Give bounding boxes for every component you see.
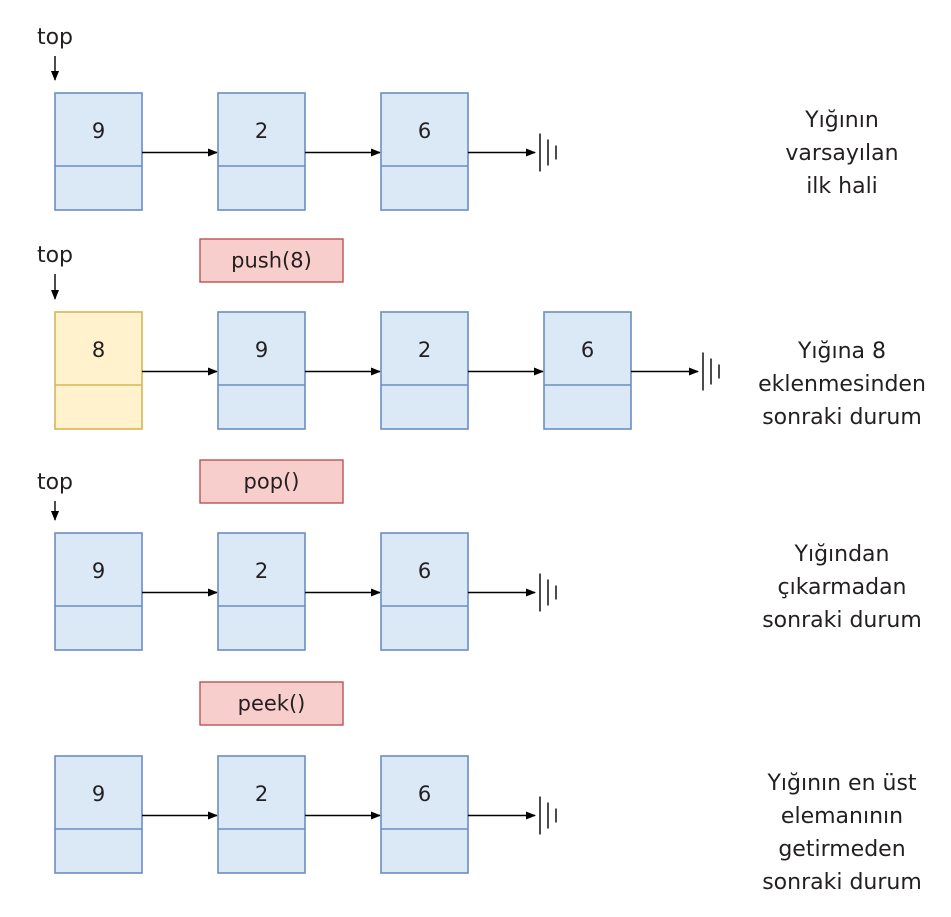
top-label: top [37, 25, 73, 50]
stack-node: 9 [54, 92, 143, 211]
node-value: 2 [255, 782, 268, 806]
node-box [54, 92, 143, 211]
stack-node: 2 [217, 92, 306, 211]
description-line: Yığının [804, 108, 879, 133]
node-value: 6 [418, 782, 431, 806]
null-ground-icon [539, 573, 557, 612]
node-box [380, 755, 469, 874]
operation-box [199, 681, 344, 726]
stack-node: 2 [217, 532, 306, 651]
node-value: 9 [255, 338, 268, 362]
node-box [54, 311, 143, 430]
stack-row-4: peek() 9 2 6 Yığının en üst elemanının getirme… [54, 681, 922, 895]
node-box [217, 532, 306, 651]
node-value: 2 [418, 338, 431, 362]
stack-node: 6 [380, 92, 469, 211]
stack-row-3: top pop() 9 2 6 Yığından çıkarmadan sonraki dur… [37, 459, 922, 651]
description-line: sonraki durum [762, 405, 922, 430]
stack-node: 9 [54, 532, 143, 651]
description-line: çıkarmadan [777, 575, 906, 600]
stack-node: 2 [217, 755, 306, 874]
row-description: Yığından çıkarmadan sonraki durum [762, 542, 922, 633]
node-value: 9 [92, 559, 105, 583]
node-box [54, 755, 143, 874]
node-box [54, 532, 143, 651]
description-line: elemanının [781, 804, 903, 829]
node-value: 6 [418, 119, 431, 143]
node-value: 2 [255, 559, 268, 583]
description-line: sonraki durum [762, 608, 922, 633]
top-label: top [37, 470, 73, 495]
null-ground-icon [702, 352, 720, 391]
operation-label: pop() [244, 470, 300, 494]
stack-row-1: top 9 2 6 Yığının varsayılan ilk hali [37, 25, 899, 211]
stack-row-2: top push(8) 8 9 2 6 Yığına 8 eklenmesinden sonra… [37, 238, 926, 430]
operation-label: peek() [238, 692, 306, 716]
node-box [380, 532, 469, 651]
top-label: top [37, 243, 73, 268]
description-line: Yığına 8 [797, 339, 886, 364]
null-ground-icon [539, 133, 557, 172]
row-description: Yığına 8 eklenmesinden sonraki durum [758, 339, 926, 430]
new-stack-node: 8 [54, 311, 143, 430]
null-ground-icon [539, 796, 557, 835]
description-line: varsayılan [785, 141, 898, 166]
node-box [380, 311, 469, 430]
node-value: 8 [92, 338, 105, 362]
row-description: Yığının varsayılan ilk hali [785, 108, 898, 199]
node-value: 6 [581, 338, 594, 362]
stack-node: 6 [380, 532, 469, 651]
node-value: 6 [418, 559, 431, 583]
description-line: sonraki durum [762, 870, 922, 895]
stack-node: 6 [543, 311, 632, 430]
description-line: Yığından [794, 542, 890, 567]
stack-rows: top 9 2 6 Yığının varsayılan ilk hali top push(8… [37, 25, 926, 895]
node-box [217, 311, 306, 430]
operation-label: push(8) [231, 249, 312, 273]
node-box [217, 755, 306, 874]
node-box [543, 311, 632, 430]
operation-box [199, 459, 344, 504]
stack-node: 6 [380, 755, 469, 874]
stack-node: 2 [380, 311, 469, 430]
stack-node: 9 [54, 755, 143, 874]
node-value: 2 [255, 119, 268, 143]
node-box [217, 92, 306, 211]
description-line: ilk hali [806, 174, 878, 199]
description-line: getirmeden [778, 837, 905, 862]
description-line: eklenmesinden [758, 372, 926, 397]
row-description: Yığının en üst elemanının getirmeden sonrak… [762, 771, 922, 895]
node-value: 9 [92, 782, 105, 806]
stack-node: 9 [217, 311, 306, 430]
node-box [380, 92, 469, 211]
description-line: Yığının en üst [766, 771, 916, 796]
operation-box [199, 238, 344, 283]
node-value: 9 [92, 119, 105, 143]
